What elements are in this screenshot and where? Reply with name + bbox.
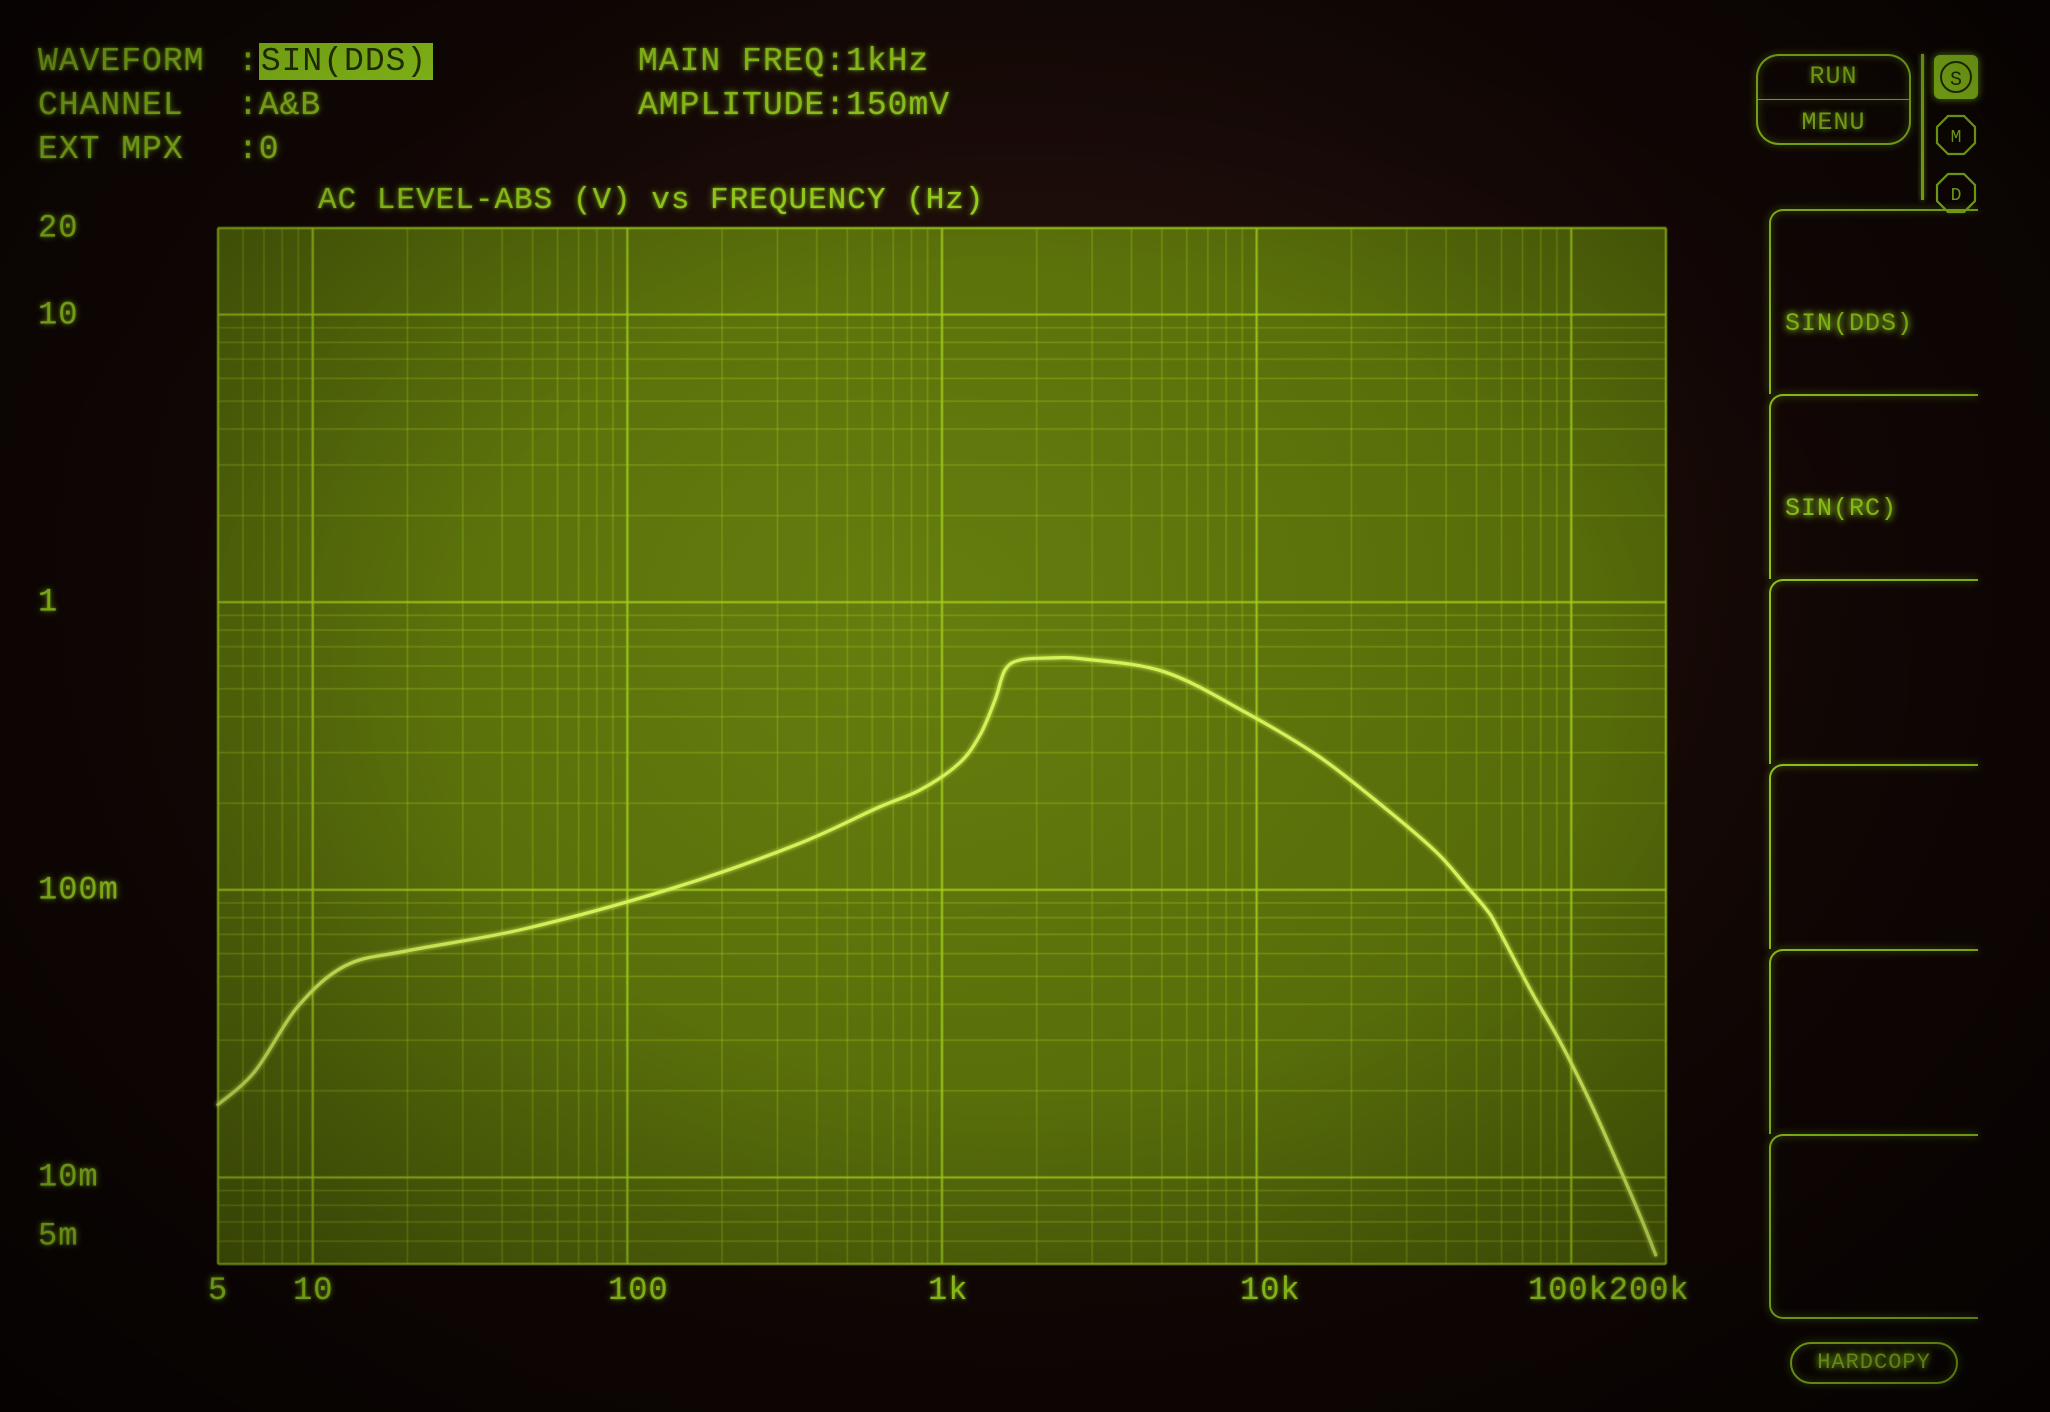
- svg-text:S: S: [1950, 69, 1962, 92]
- svg-text:M: M: [1951, 128, 1962, 148]
- svg-text:D: D: [1951, 186, 1962, 206]
